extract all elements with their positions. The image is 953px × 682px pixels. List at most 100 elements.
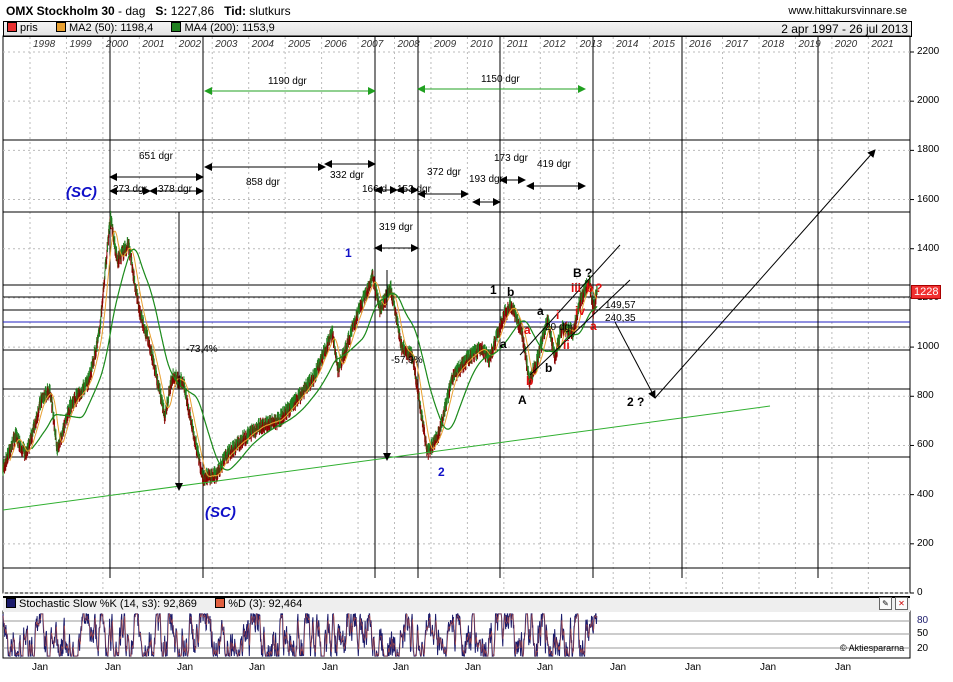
year-label: 2015 <box>652 39 675 50</box>
channel-lower <box>529 279 631 376</box>
y-tick-label: 800 <box>917 390 934 402</box>
dgr-166: 166 d <box>362 184 388 195</box>
stoch-d-label: %D (3): 92,464 <box>228 598 303 610</box>
y-tick-label: 1800 <box>917 144 940 156</box>
red-i: i <box>556 308 560 322</box>
year-label: 2005 <box>288 39 311 50</box>
x-month-label: Jan <box>835 662 852 673</box>
year-label: 2001 <box>142 39 165 50</box>
dgr-273: 273 dgr <box>113 184 147 195</box>
wave-1-label: 1 <box>345 246 352 260</box>
sc-top-label: (SC) <box>66 184 97 201</box>
stoch-k-swatch <box>6 598 16 608</box>
y-tick-label: 2000 <box>917 95 940 107</box>
stoch-level-80: 80 <box>917 615 929 626</box>
x-month-label: Jan <box>322 662 339 673</box>
date-range: 2 apr 1997 - 26 jul 2013 <box>781 22 908 36</box>
x-month-label: Jan <box>105 662 122 673</box>
dgr-173: 173 dgr <box>494 153 528 164</box>
last-price-tag: 1228 <box>911 285 942 299</box>
legend: pris MA2 (50): 1198,4 MA4 (200): 1153,9 … <box>3 21 912 37</box>
projection-up-arrow <box>654 149 876 399</box>
dgr-372: 372 dgr <box>427 167 461 178</box>
x-month-label: Jan <box>393 662 410 673</box>
y-tick-label: 400 <box>917 488 934 500</box>
year-label: 2000 <box>105 39 129 50</box>
wave-b2: b <box>545 361 553 375</box>
plot-frame <box>2 35 911 594</box>
wave-b1: b <box>507 285 515 299</box>
y-tick-label: 600 <box>917 439 934 451</box>
ma200-line <box>31 248 598 471</box>
dgr-858: 858 dgr <box>246 177 280 188</box>
year-label: 2017 <box>725 39 748 50</box>
wave-1b: 1 <box>490 283 497 297</box>
wave-2-label: 2 <box>438 465 445 479</box>
value-240: 240,35 <box>605 313 636 324</box>
dgr-419: 419 dgr <box>537 159 571 170</box>
pct-57: -57,9% <box>391 355 423 366</box>
y-tick-label: 200 <box>917 537 934 549</box>
dgr-193: 193 dgr <box>469 174 503 185</box>
dgr-153: 153 dgr <box>397 184 431 195</box>
close-icon[interactable]: ✕ <box>895 597 908 610</box>
year-label: 2012 <box>543 39 566 50</box>
red-b: b <box>526 374 534 388</box>
red-b-top: b <box>586 281 594 295</box>
pct-73: -73,4% <box>186 344 218 355</box>
x-month-label: Jan <box>249 662 266 673</box>
year-label: 2009 <box>433 39 457 50</box>
dgr-1190: 1190 dgr <box>268 76 307 87</box>
year-label: 2018 <box>762 39 785 50</box>
y-tick-label: 0 <box>917 587 923 598</box>
wave-a1: a <box>500 337 507 351</box>
wave-A: A <box>518 393 527 407</box>
year-label: 2010 <box>470 39 493 50</box>
projection-down-arrow <box>614 321 656 399</box>
year-label: 2016 <box>689 39 712 50</box>
y-tick-label: 1000 <box>917 341 940 353</box>
year-label: 2004 <box>251 39 274 50</box>
stochastic-header: Stochastic Slow %K (14, s3): 92,869 %D (… <box>3 596 910 612</box>
year-label: 1998 <box>33 39 56 50</box>
year-label: 2008 <box>397 39 420 50</box>
year-label: 2003 <box>215 39 238 50</box>
year-label: 2013 <box>579 39 602 50</box>
year-label: 2007 <box>361 39 384 50</box>
ma200-swatch <box>171 22 182 32</box>
dgr-332: 332 dgr <box>330 170 364 181</box>
pris-swatch <box>7 22 17 32</box>
legend-ma50: MA2 (50): 1198,4 <box>53 22 153 34</box>
dgr-651: 651 dgr <box>139 151 173 162</box>
credit: © Aktiespararna <box>840 643 905 653</box>
year-label: 2011 <box>506 39 529 50</box>
red-a-top: a <box>590 319 597 333</box>
year-label: 2020 <box>834 39 858 50</box>
stoch-level-20: 20 <box>917 643 929 654</box>
x-month-label: Jan <box>32 662 49 673</box>
site-url[interactable]: www.hittakursvinnare.se <box>788 5 907 17</box>
sc-bottom-label: (SC) <box>205 504 236 521</box>
wave-B: B ? <box>573 266 593 280</box>
year-label: 2019 <box>798 39 821 50</box>
x-month-label: Jan <box>537 662 554 673</box>
y-tick-label: 1600 <box>917 193 940 205</box>
y-tick-label: 2200 <box>917 46 940 57</box>
value-149: 149,57 <box>605 300 636 311</box>
ma50-line <box>9 230 598 478</box>
x-month-label: Jan <box>465 662 482 673</box>
x-month-label: Jan <box>177 662 194 673</box>
red-question: ? <box>595 281 603 295</box>
year-label: 2021 <box>871 39 894 50</box>
red-iv: iv <box>575 304 586 318</box>
x-month-label: Jan <box>610 662 627 673</box>
dgr-1150: 1150 dgr <box>481 74 520 85</box>
dgr-319: 319 dgr <box>379 222 413 233</box>
red-iii: iii <box>571 281 582 295</box>
wrench-icon[interactable]: ✎ <box>879 597 892 610</box>
red-a: a <box>524 323 531 337</box>
stoch-d-line <box>2 612 598 658</box>
stoch-d-swatch <box>215 598 226 608</box>
